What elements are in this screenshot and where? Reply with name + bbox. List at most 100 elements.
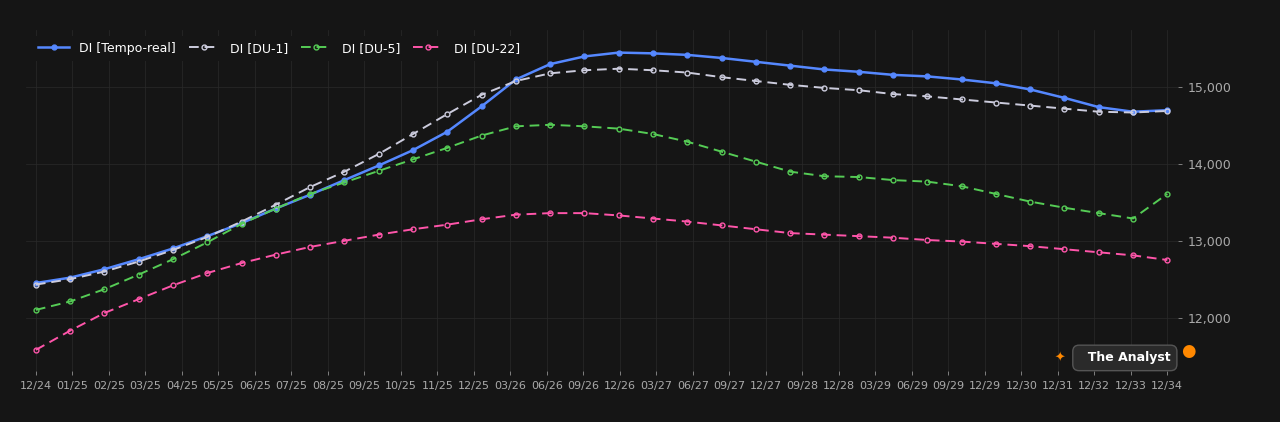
DI [DU-22]	[28, 347, 44, 352]
DI [Tempo-real]	[577, 54, 593, 59]
DI [DU-5]	[28, 307, 44, 312]
DI [Tempo-real]	[439, 129, 454, 134]
DI [DU-1]	[131, 259, 146, 264]
DI [Tempo-real]	[269, 206, 284, 211]
DI [Tempo-real]	[782, 63, 797, 68]
DI [Tempo-real]	[1091, 105, 1106, 110]
DI [DU-1]	[954, 97, 969, 102]
DI [DU-22]	[919, 238, 934, 243]
DI [Tempo-real]	[474, 104, 489, 109]
DI [DU-5]	[1091, 211, 1106, 216]
DI [DU-5]	[200, 240, 215, 245]
DI [DU-5]	[919, 179, 934, 184]
DI [Tempo-real]	[954, 77, 969, 82]
DI [DU-1]	[63, 277, 78, 282]
DI [DU-22]	[954, 239, 969, 244]
DI [Tempo-real]	[302, 192, 317, 197]
DI [Tempo-real]	[63, 275, 78, 280]
DI [DU-1]	[1057, 106, 1073, 111]
DI [DU-1]	[817, 85, 832, 90]
DI [Tempo-real]	[200, 234, 215, 239]
Text: ●: ●	[1181, 342, 1196, 360]
DI [DU-5]	[782, 169, 797, 174]
DI [DU-22]	[234, 260, 250, 265]
DI [DU-5]	[269, 206, 284, 211]
DI [DU-5]	[645, 132, 660, 137]
DI [DU-22]	[200, 271, 215, 276]
DI [DU-1]	[919, 94, 934, 99]
Text: ✦: ✦	[1055, 352, 1065, 365]
DI [DU-1]	[1091, 109, 1106, 114]
Legend: DI [Tempo-real], DI [DU-1], DI [DU-5], DI [DU-22]: DI [Tempo-real], DI [DU-1], DI [DU-5], D…	[32, 36, 526, 61]
DI [DU-22]	[988, 241, 1004, 246]
DI [DU-1]	[782, 82, 797, 87]
DI [DU-5]	[131, 272, 146, 277]
DI [Tempo-real]	[1057, 95, 1073, 100]
DI [DU-5]	[988, 192, 1004, 197]
DI [Tempo-real]	[680, 52, 695, 57]
DI [DU-5]	[714, 149, 730, 154]
DI [Tempo-real]	[165, 246, 180, 251]
DI [DU-22]	[611, 213, 626, 218]
DI [DU-5]	[1160, 192, 1175, 197]
DI [DU-1]	[200, 234, 215, 239]
DI [DU-22]	[817, 232, 832, 237]
DI [DU-22]	[131, 297, 146, 302]
DI [DU-5]	[577, 124, 593, 129]
Line: DI [DU-22]: DI [DU-22]	[33, 211, 1170, 352]
DI [DU-22]	[1023, 243, 1038, 249]
DI [DU-22]	[1160, 257, 1175, 262]
DI [DU-5]	[1023, 199, 1038, 204]
DI [DU-5]	[611, 126, 626, 131]
DI [DU-1]	[1125, 110, 1140, 115]
DI [Tempo-real]	[131, 257, 146, 262]
DI [DU-1]	[371, 151, 387, 157]
DI [DU-22]	[439, 222, 454, 227]
DI [DU-1]	[406, 132, 421, 137]
DI [DU-1]	[543, 71, 558, 76]
DI [DU-1]	[680, 70, 695, 75]
DI [DU-1]	[749, 78, 764, 84]
DI [DU-22]	[406, 227, 421, 232]
Text: The Analyst: The Analyst	[1079, 352, 1171, 365]
DI [DU-5]	[1125, 216, 1140, 221]
DI [DU-22]	[337, 238, 352, 243]
DI [Tempo-real]	[817, 67, 832, 72]
DI [DU-22]	[97, 311, 113, 316]
DI [DU-5]	[302, 192, 317, 197]
DI [Tempo-real]	[1160, 108, 1175, 113]
DI [DU-5]	[954, 184, 969, 189]
DI [DU-5]	[886, 178, 901, 183]
DI [Tempo-real]	[749, 59, 764, 64]
DI [Tempo-real]	[337, 178, 352, 183]
DI [DU-22]	[851, 234, 867, 239]
Line: DI [Tempo-real]: DI [Tempo-real]	[33, 50, 1170, 285]
DI [Tempo-real]	[988, 81, 1004, 86]
DI [DU-5]	[97, 287, 113, 292]
Line: DI [DU-1]: DI [DU-1]	[33, 66, 1170, 287]
DI [Tempo-real]	[371, 163, 387, 168]
DI [DU-5]	[165, 257, 180, 262]
DI [DU-1]	[302, 184, 317, 189]
DI [DU-22]	[782, 230, 797, 235]
DI [DU-22]	[577, 211, 593, 216]
DI [DU-22]	[714, 223, 730, 228]
DI [Tempo-real]	[508, 77, 524, 82]
DI [Tempo-real]	[406, 148, 421, 153]
DI [DU-5]	[337, 180, 352, 185]
DI [DU-22]	[645, 216, 660, 221]
DI [DU-1]	[28, 282, 44, 287]
DI [Tempo-real]	[97, 267, 113, 272]
DI [DU-1]	[1023, 103, 1038, 108]
DI [DU-1]	[886, 92, 901, 97]
DI [DU-5]	[749, 159, 764, 164]
DI [DU-1]	[439, 111, 454, 116]
DI [DU-5]	[543, 122, 558, 127]
DI [DU-5]	[63, 299, 78, 304]
DI [DU-5]	[680, 139, 695, 144]
DI [DU-22]	[269, 252, 284, 257]
DI [Tempo-real]	[714, 55, 730, 60]
DI [DU-1]	[269, 202, 284, 207]
DI [DU-22]	[474, 217, 489, 222]
DI [DU-22]	[1125, 253, 1140, 258]
